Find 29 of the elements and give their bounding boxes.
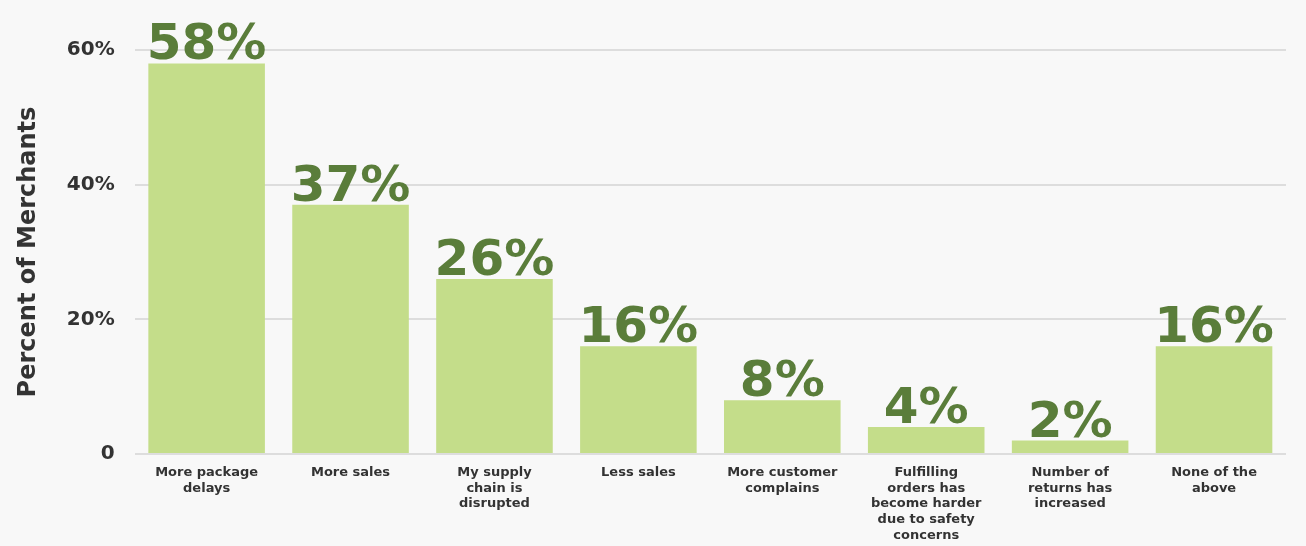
- x-tick-label: More sales: [310, 464, 391, 480]
- bar: [867, 427, 985, 453]
- bar: [1155, 346, 1273, 453]
- data-label: 16%: [578, 296, 699, 355]
- x-tick-label: More customer complains: [727, 464, 838, 495]
- y-tick-label: 60%: [66, 36, 115, 61]
- x-tick-label: More package delays: [155, 464, 259, 495]
- y-axis-title: Percent of Merchants: [12, 106, 41, 398]
- data-label: 4%: [883, 377, 969, 436]
- bar: [724, 400, 841, 453]
- x-tick-label: Number of returns has increased: [1027, 464, 1113, 511]
- bar: [292, 204, 409, 453]
- x-tick-label: None of the above: [1171, 464, 1258, 495]
- y-tick-label: 20%: [66, 305, 115, 330]
- bar: [148, 63, 265, 453]
- bar: [580, 346, 697, 453]
- bar: [436, 278, 553, 453]
- data-label: 26%: [434, 228, 555, 287]
- y-tick-label: 0: [100, 440, 115, 465]
- data-label: 8%: [739, 350, 825, 409]
- bar: [1011, 440, 1129, 453]
- x-tick-label: Fulfilling orders has become harder due to safety concerns: [870, 464, 983, 542]
- data-label: 37%: [290, 154, 411, 213]
- data-label: 16%: [1154, 296, 1274, 355]
- x-tick-label: My supply chain is disrupted: [457, 464, 533, 511]
- x-tick-label: Less sales: [601, 464, 676, 480]
- y-tick-label: 40%: [66, 170, 115, 195]
- data-label: 2%: [1027, 390, 1113, 449]
- data-label: 58%: [146, 13, 267, 72]
